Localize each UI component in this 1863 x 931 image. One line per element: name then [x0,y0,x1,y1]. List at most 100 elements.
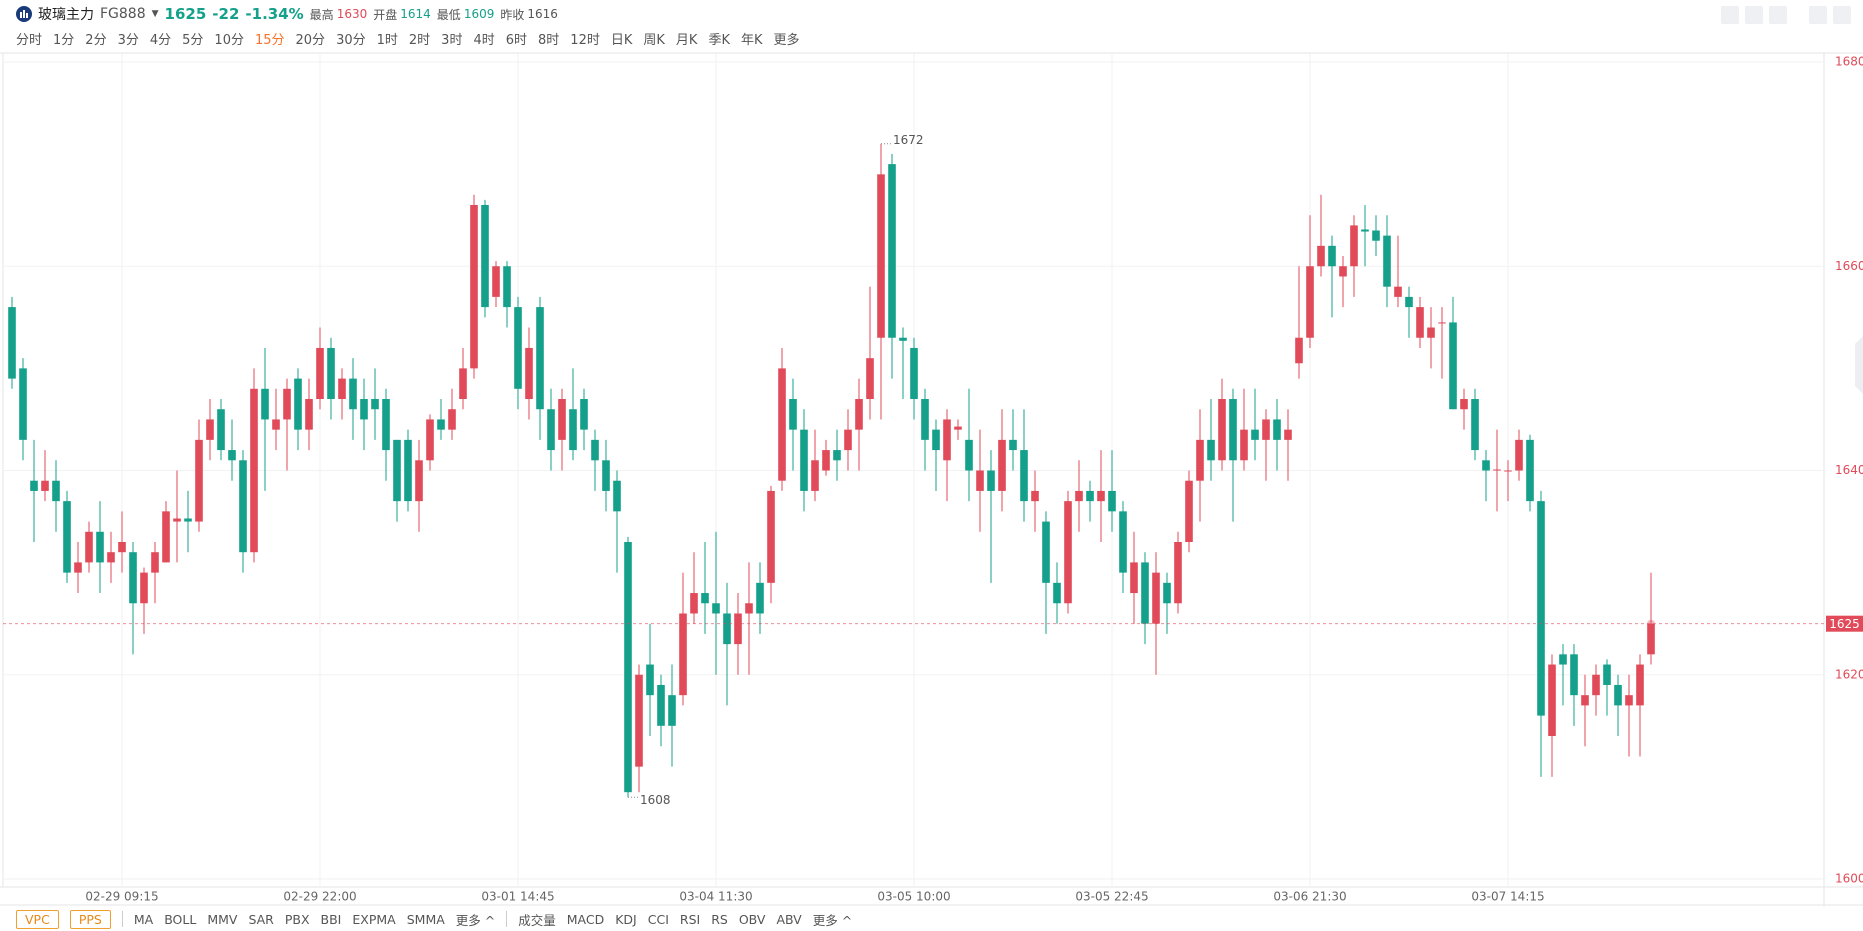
candle-body [954,426,962,430]
separator [121,911,123,927]
candle-body [1416,307,1424,338]
code[interactable]: FG888 [100,6,146,22]
name[interactable]: 玻璃主力 [38,7,94,23]
candle-body [1449,322,1457,410]
y-tick-label: 1660 [1835,259,1863,273]
indicator[interactable]: SAR [248,911,274,927]
candle-body [910,347,918,400]
candle-body [1152,572,1160,624]
candle-body [305,399,313,430]
candle-body [393,439,401,502]
candle-body [756,582,764,614]
stat-label: 最低 [436,7,461,22]
timeframe[interactable]: 2分 [85,32,107,48]
timeframe[interactable]: 2时 [408,32,431,48]
timeframe[interactable]: 周K [643,32,665,48]
timeframe[interactable]: 3分 [117,32,139,48]
timeframe[interactable]: 20分 [295,32,326,48]
candle-body [1460,399,1468,410]
timeframe[interactable]: 6时 [505,32,528,48]
timeframe[interactable]: 日K [610,32,633,48]
timeframe[interactable]: 10分 [214,32,244,48]
indicator[interactable]: OBV [738,911,766,927]
change-pct: -1.34% [245,5,304,23]
candle-body [833,450,841,461]
candle-body [1130,562,1138,594]
indicator[interactable]: CCI [647,911,669,927]
candle-body [1031,490,1039,502]
candle-body [1603,664,1611,685]
indicator[interactable]: PBX [284,911,310,927]
indicator-box[interactable]: PPS [69,909,111,929]
timeframe[interactable]: 季K [708,32,730,48]
candle-body [580,399,588,430]
change: -22 [212,5,240,23]
tool[interactable] [1809,6,1827,24]
candle-body [261,388,269,420]
indicator[interactable]: KDJ [615,911,637,927]
timeframe[interactable]: 3时 [441,32,463,48]
indicator[interactable]: RS [711,911,728,927]
candle-body [1284,429,1292,440]
tool[interactable] [1769,6,1787,24]
timeframe[interactable]: 4时 [473,32,495,48]
candle-body [602,460,610,491]
separator [506,911,508,927]
indicator[interactable]: RSI [679,911,701,927]
candle-body [547,409,555,451]
candle-body [657,684,665,726]
timeframe[interactable]: 分时 [16,32,43,48]
indicator[interactable]: ABV [776,911,802,927]
tool[interactable] [1745,6,1763,24]
indicator[interactable]: 更多 ^ [812,912,853,928]
candle-body [1526,439,1534,502]
price: 1625 [164,5,207,23]
last-price-tag [1826,615,1863,632]
candle-body [1548,664,1556,737]
candle-body [1119,511,1127,573]
tool[interactable] [1721,6,1739,24]
marker-label: 1672 [893,133,924,147]
stat-value: 1630 [336,7,368,21]
timeframe[interactable]: 30分 [336,32,366,48]
timeframe[interactable]: 4分 [149,32,172,48]
indicator[interactable]: 更多 ^ [455,912,496,928]
marker-label: 1608 [640,793,671,807]
indicator[interactable]: MMV [207,911,238,927]
candle-body [1559,654,1567,665]
timeframe[interactable]: 年K [740,32,763,48]
tool[interactable] [1833,6,1851,24]
indicator[interactable]: BOLL [164,911,197,927]
timeframe[interactable]: 1时 [376,32,398,48]
candle-body [1185,480,1193,542]
candle-body [1328,245,1336,267]
candle-body [569,409,577,451]
indicator[interactable]: MA [133,911,154,927]
indicator[interactable]: SMMA [406,911,445,927]
candle-body [118,541,126,553]
indicator-box[interactable]: VPC [16,909,59,929]
indicator[interactable]: BBI [320,911,342,927]
candle-body [371,399,379,410]
indicator[interactable]: 成交量 [518,912,556,928]
indicator[interactable]: EXPMA [352,911,396,927]
timeframe[interactable]: 1分 [53,32,75,48]
indicators: VPC PPS MA BOLL MMV SAR PBX BBI EXPMA SMMA 更多 ^ 成交量… [16,909,852,929]
candle-body [1361,229,1369,232]
indicator[interactable]: MACD [566,911,605,927]
caret: ▼ [151,9,159,19]
timeframe[interactable]: 8时 [538,32,560,48]
candle-body [1240,429,1248,461]
timeframe[interactable]: 更多 [773,32,800,48]
candle-body [1295,337,1303,364]
candle-body [1064,501,1072,604]
stat-value: 1616 [527,7,558,21]
timeframe[interactable]: 15分 [254,32,285,48]
timeframe[interactable]: 5分 [182,32,204,48]
timeframe[interactable]: 12时 [570,32,600,48]
candle-body [272,419,280,430]
candle-body [1163,582,1171,604]
candle-body [1625,695,1633,706]
timeframe[interactable]: 月K [675,32,698,48]
candle-body [998,439,1006,491]
